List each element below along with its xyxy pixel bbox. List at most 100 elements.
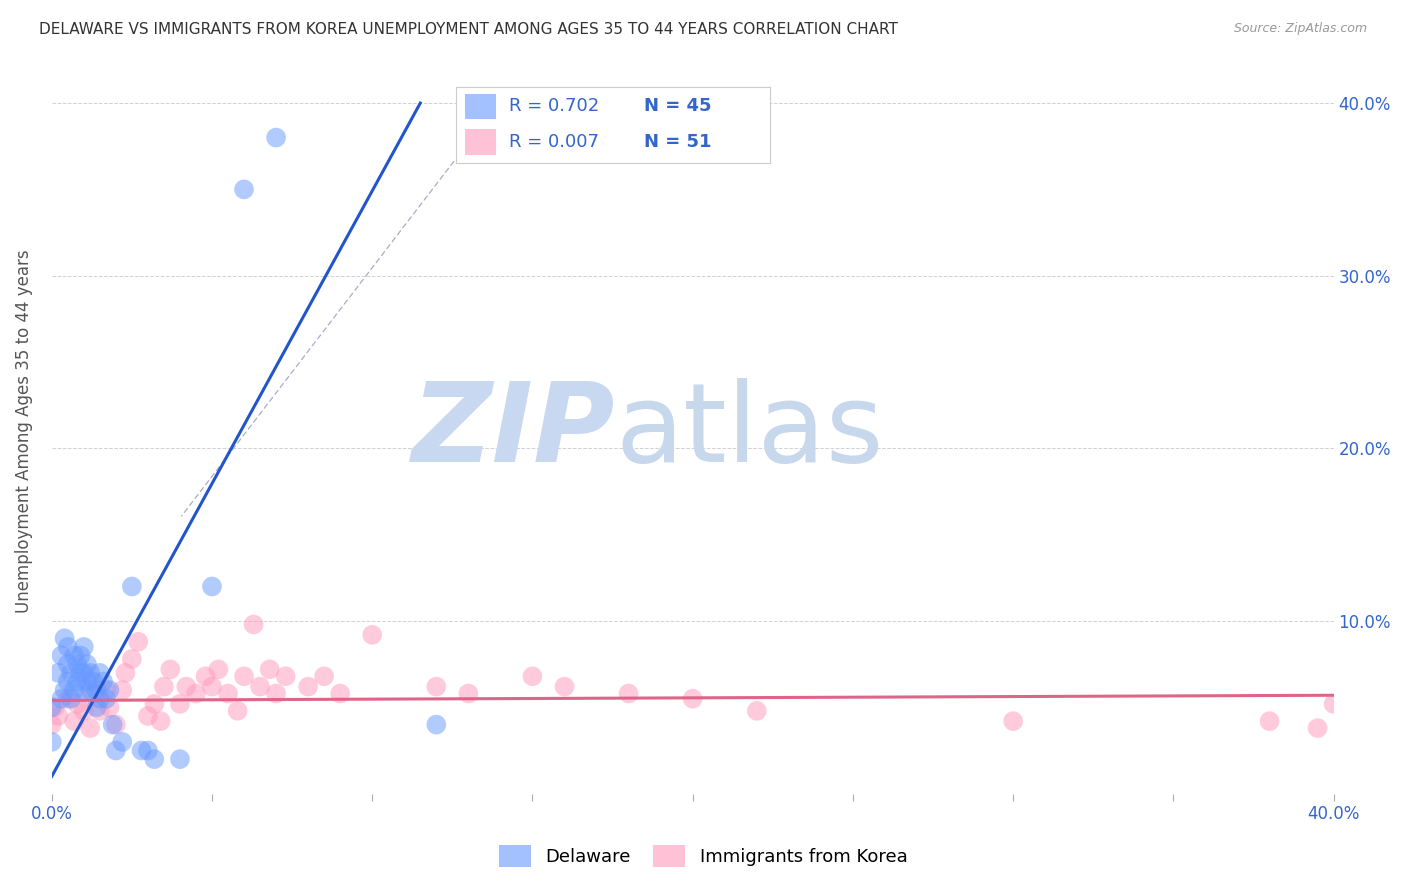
Point [217, 687, 239, 701]
Point [226, 704, 249, 718]
Text: DELAWARE VS IMMIGRANTS FROM KOREA UNEMPLOYMENT AMONG AGES 35 TO 44 YEARS CORRELA: DELAWARE VS IMMIGRANTS FROM KOREA UNEMPL… [39, 22, 898, 37]
Point [79, 665, 101, 680]
Point [51, 691, 73, 706]
Point [76, 674, 98, 689]
Point [73, 665, 96, 680]
Point [127, 634, 149, 648]
Point [56, 640, 79, 654]
Point [682, 691, 704, 706]
Point [233, 669, 256, 683]
Point [274, 669, 297, 683]
Point [136, 743, 159, 757]
Point [53, 632, 76, 646]
Point [169, 697, 191, 711]
Point [89, 665, 111, 680]
Point [194, 669, 217, 683]
Point [69, 648, 91, 663]
Point [44, 700, 66, 714]
Point [169, 752, 191, 766]
Text: Source: ZipAtlas.com: Source: ZipAtlas.com [1233, 22, 1367, 36]
Text: ZIP: ZIP [412, 377, 616, 484]
Point [522, 669, 544, 683]
Point [66, 674, 89, 689]
Point [1258, 714, 1281, 728]
Point [121, 652, 143, 666]
Point [63, 648, 86, 663]
Point [53, 683, 76, 698]
Point [104, 743, 127, 757]
Point [297, 680, 319, 694]
Point [59, 665, 82, 680]
Point [184, 687, 207, 701]
Point [143, 697, 166, 711]
Point [553, 680, 575, 694]
Point [1323, 697, 1346, 711]
Point [329, 687, 352, 701]
Point [1306, 721, 1329, 735]
Point [41, 717, 63, 731]
Point [617, 687, 640, 701]
Point [114, 665, 136, 680]
Point [56, 691, 79, 706]
Point [201, 579, 224, 593]
Point [249, 680, 271, 694]
Point [207, 662, 229, 676]
Point [82, 687, 104, 701]
Point [66, 697, 89, 711]
Point [76, 657, 98, 672]
Point [86, 700, 108, 714]
Point [73, 640, 96, 654]
Point [86, 683, 108, 698]
Point [63, 714, 86, 728]
Point [98, 683, 121, 698]
Point [264, 687, 287, 701]
Point [264, 130, 287, 145]
Point [457, 687, 479, 701]
Point [41, 735, 63, 749]
Point [143, 752, 166, 766]
Point [91, 674, 114, 689]
Point [361, 628, 384, 642]
Point [136, 709, 159, 723]
Point [111, 735, 134, 749]
Point [121, 579, 143, 593]
Point [176, 680, 198, 694]
Point [131, 743, 153, 757]
Point [73, 683, 96, 698]
Point [89, 691, 111, 706]
Point [98, 700, 121, 714]
Point [101, 717, 124, 731]
Point [149, 714, 172, 728]
Point [425, 680, 447, 694]
Point [69, 665, 91, 680]
Point [242, 617, 264, 632]
Text: atlas: atlas [616, 377, 884, 484]
Point [79, 721, 101, 735]
Point [96, 691, 118, 706]
Point [104, 717, 127, 731]
Point [425, 717, 447, 731]
Point [201, 680, 224, 694]
Legend: Delaware, Immigrants from Korea: Delaware, Immigrants from Korea [492, 838, 914, 874]
Point [745, 704, 768, 718]
Point [96, 683, 118, 698]
Point [82, 674, 104, 689]
Point [153, 680, 176, 694]
Point [89, 704, 111, 718]
Point [159, 662, 181, 676]
Point [46, 709, 69, 723]
Point [59, 691, 82, 706]
Point [56, 657, 79, 672]
Point [259, 662, 281, 676]
Point [63, 683, 86, 698]
Point [66, 657, 89, 672]
Point [1002, 714, 1025, 728]
Point [79, 683, 101, 698]
Point [111, 683, 134, 698]
Point [314, 669, 336, 683]
Point [233, 182, 256, 196]
Point [46, 665, 69, 680]
Point [73, 704, 96, 718]
Point [41, 700, 63, 714]
Point [51, 648, 73, 663]
